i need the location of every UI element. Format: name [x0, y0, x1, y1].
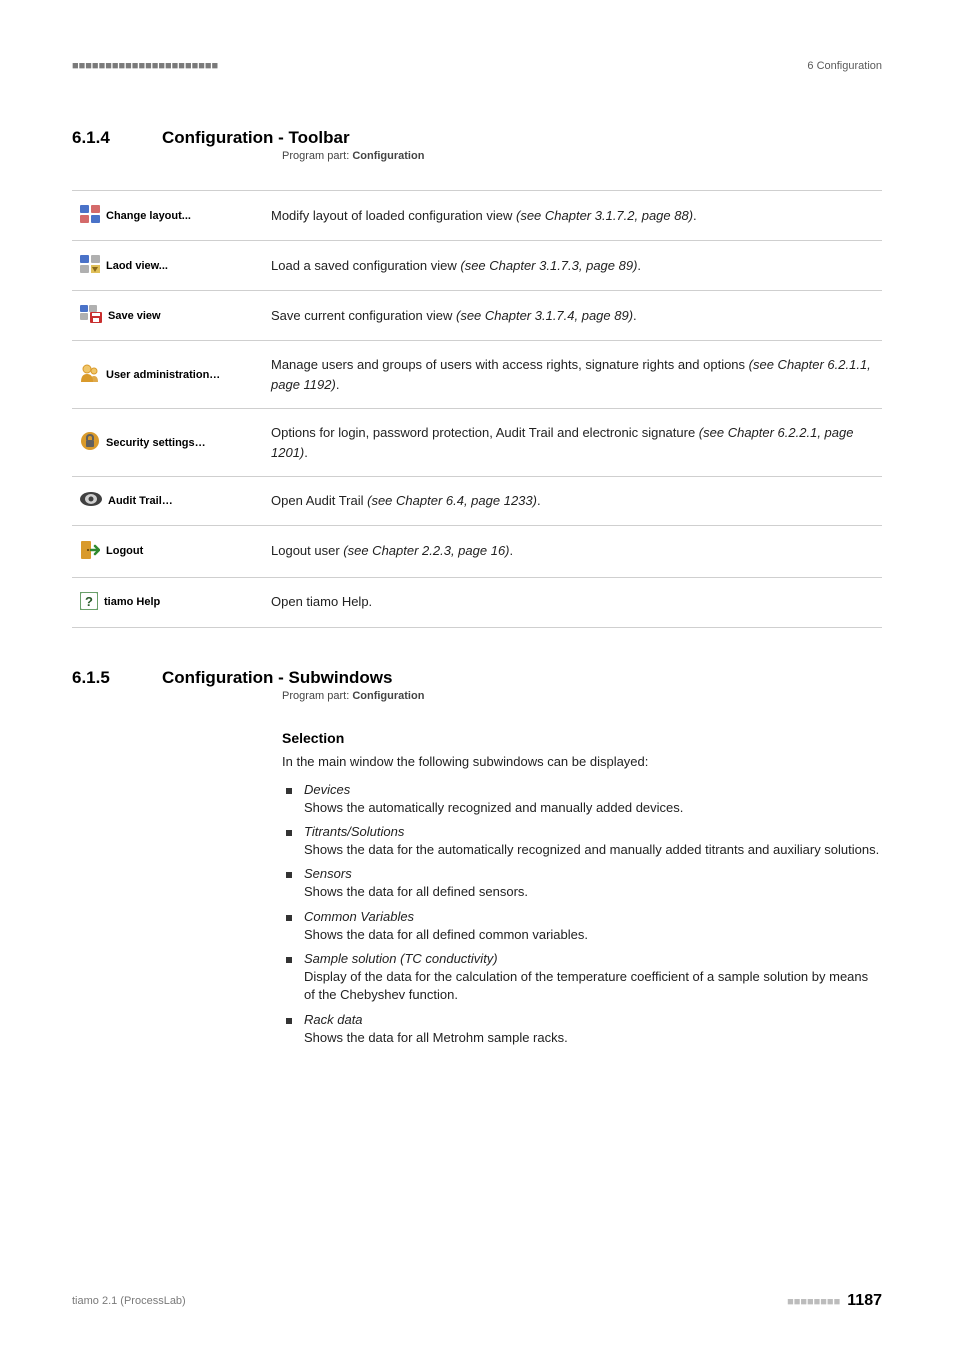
changeLayout-icon: [80, 205, 100, 226]
userAdmin-icon: [80, 363, 100, 386]
toolbar-row-label: tiamo Help: [104, 596, 160, 608]
toolbar-row-desc: Open tiamo Help.: [263, 577, 882, 627]
toolbar-row: Security settings… Options for login, pas…: [72, 409, 882, 477]
toolbar-row-left: Logout: [72, 525, 263, 577]
selection-list: DevicesShows the automatically recognize…: [282, 781, 882, 1047]
toolbar-row-desc: Options for login, password protection, …: [263, 409, 882, 477]
selection-item-head: Titrants/Solutions: [304, 823, 882, 841]
auditTrail-icon: [80, 491, 102, 510]
selection-item-head: Common Variables: [304, 908, 882, 926]
toolbar-row: Laod view... Load a saved configuration v…: [72, 241, 882, 291]
toolbar-row-left: Laod view...: [72, 241, 263, 291]
toolbar-row-left: Save view: [72, 291, 263, 341]
selection-item-head: Sensors: [304, 865, 882, 883]
toolbar-row-label: Change layout...: [106, 210, 191, 222]
toolbar-row-label: Laod view...: [106, 260, 168, 272]
toolbar-row-label: User administration…: [106, 369, 220, 381]
selection-item-head: Rack data: [304, 1011, 882, 1029]
header-chapter: 6 Configuration: [807, 60, 882, 72]
toolbar-row-desc: Logout user (see Chapter 2.2.3, page 16)…: [263, 525, 882, 577]
section-title: Configuration - Toolbar: [162, 128, 350, 148]
selection-item-body: Shows the data for all defined common va…: [304, 927, 588, 942]
toolbar-row: ? tiamo HelpOpen tiamo Help.: [72, 577, 882, 627]
selection-item-head: Devices: [304, 781, 882, 799]
header-dots: ■■■■■■■■■■■■■■■■■■■■■■: [72, 60, 218, 72]
toolbar-row-desc: Modify layout of loaded configuration vi…: [263, 191, 882, 241]
page-footer: tiamo 2.1 (ProcessLab) ■■■■■■■■ 1187: [72, 1292, 882, 1310]
selection-item-body: Shows the data for all defined sensors.: [304, 884, 528, 899]
section-num-2: 6.1.5: [72, 668, 162, 688]
selection-list-item: SensorsShows the data for all defined se…: [282, 865, 882, 901]
selection-heading: Selection: [282, 730, 882, 746]
toolbar-row-label: Logout: [106, 545, 143, 557]
section-heading-subwindows: 6.1.5 Configuration - Subwindows: [72, 668, 882, 688]
section-heading-toolbar: 6.1.4 Configuration - Toolbar: [72, 128, 882, 148]
logout-icon: [80, 540, 100, 563]
svg-text:?: ?: [85, 594, 93, 609]
section-num: 6.1.4: [72, 128, 162, 148]
program-part-2: Program part: Configuration: [282, 690, 882, 702]
selection-list-item: DevicesShows the automatically recognize…: [282, 781, 882, 817]
toolbar-row-desc: Save current configuration view (see Cha…: [263, 291, 882, 341]
toolbar-table: Change layout... Modify layout of loaded …: [72, 190, 882, 628]
toolbar-row-left: Change layout...: [72, 191, 263, 241]
toolbar-row-label: Security settings…: [106, 437, 206, 449]
page-header: ■■■■■■■■■■■■■■■■■■■■■■ 6 Configuration: [72, 60, 882, 72]
footer-product: tiamo 2.1 (ProcessLab): [72, 1295, 186, 1307]
toolbar-row: Change layout... Modify layout of loaded …: [72, 191, 882, 241]
toolbar-row: Save view Save current configuration view…: [72, 291, 882, 341]
toolbar-row-left: Security settings…: [72, 409, 263, 477]
toolbar-row-left: ? tiamo Help: [72, 577, 263, 627]
toolbar-row-left: User administration…: [72, 341, 263, 409]
saveView-icon: [80, 305, 102, 326]
toolbar-row-desc: Manage users and groups of users with ac…: [263, 341, 882, 409]
toolbar-row: Audit Trail… Open Audit Trail (see Chapte…: [72, 477, 882, 526]
program-part-1: Program part: Configuration: [282, 150, 882, 162]
selection-item-body: Display of the data for the calculation …: [304, 969, 868, 1002]
toolbar-row: User administration… Manage users and gro…: [72, 341, 882, 409]
loadView-icon: [80, 255, 100, 276]
section-title-2: Configuration - Subwindows: [162, 668, 392, 688]
selection-item-body: Shows the data for all Metrohm sample ra…: [304, 1030, 568, 1045]
toolbar-row-desc: Load a saved configuration view (see Cha…: [263, 241, 882, 291]
security-icon: [80, 431, 100, 454]
help-icon: ?: [80, 592, 98, 613]
selection-item-body: Shows the automatically recognized and m…: [304, 800, 683, 815]
selection-item-head: Sample solution (TC conductivity): [304, 950, 882, 968]
toolbar-row: Logout Logout user (see Chapter 2.2.3, pa…: [72, 525, 882, 577]
toolbar-row-desc: Open Audit Trail (see Chapter 6.4, page …: [263, 477, 882, 526]
selection-lead: In the main window the following subwind…: [282, 754, 882, 769]
toolbar-row-label: Save view: [108, 310, 161, 322]
selection-list-item: Common VariablesShows the data for all d…: [282, 908, 882, 944]
toolbar-row-left: Audit Trail…: [72, 477, 263, 526]
selection-list-item: Rack dataShows the data for all Metrohm …: [282, 1011, 882, 1047]
selection-list-item: Titrants/SolutionsShows the data for the…: [282, 823, 882, 859]
selection-list-item: Sample solution (TC conductivity)Display…: [282, 950, 882, 1005]
footer-dots: ■■■■■■■■: [787, 1296, 840, 1308]
toolbar-row-label: Audit Trail…: [108, 495, 173, 507]
selection-item-body: Shows the data for the automatically rec…: [304, 842, 879, 857]
footer-page-number: 1187: [847, 1292, 882, 1309]
